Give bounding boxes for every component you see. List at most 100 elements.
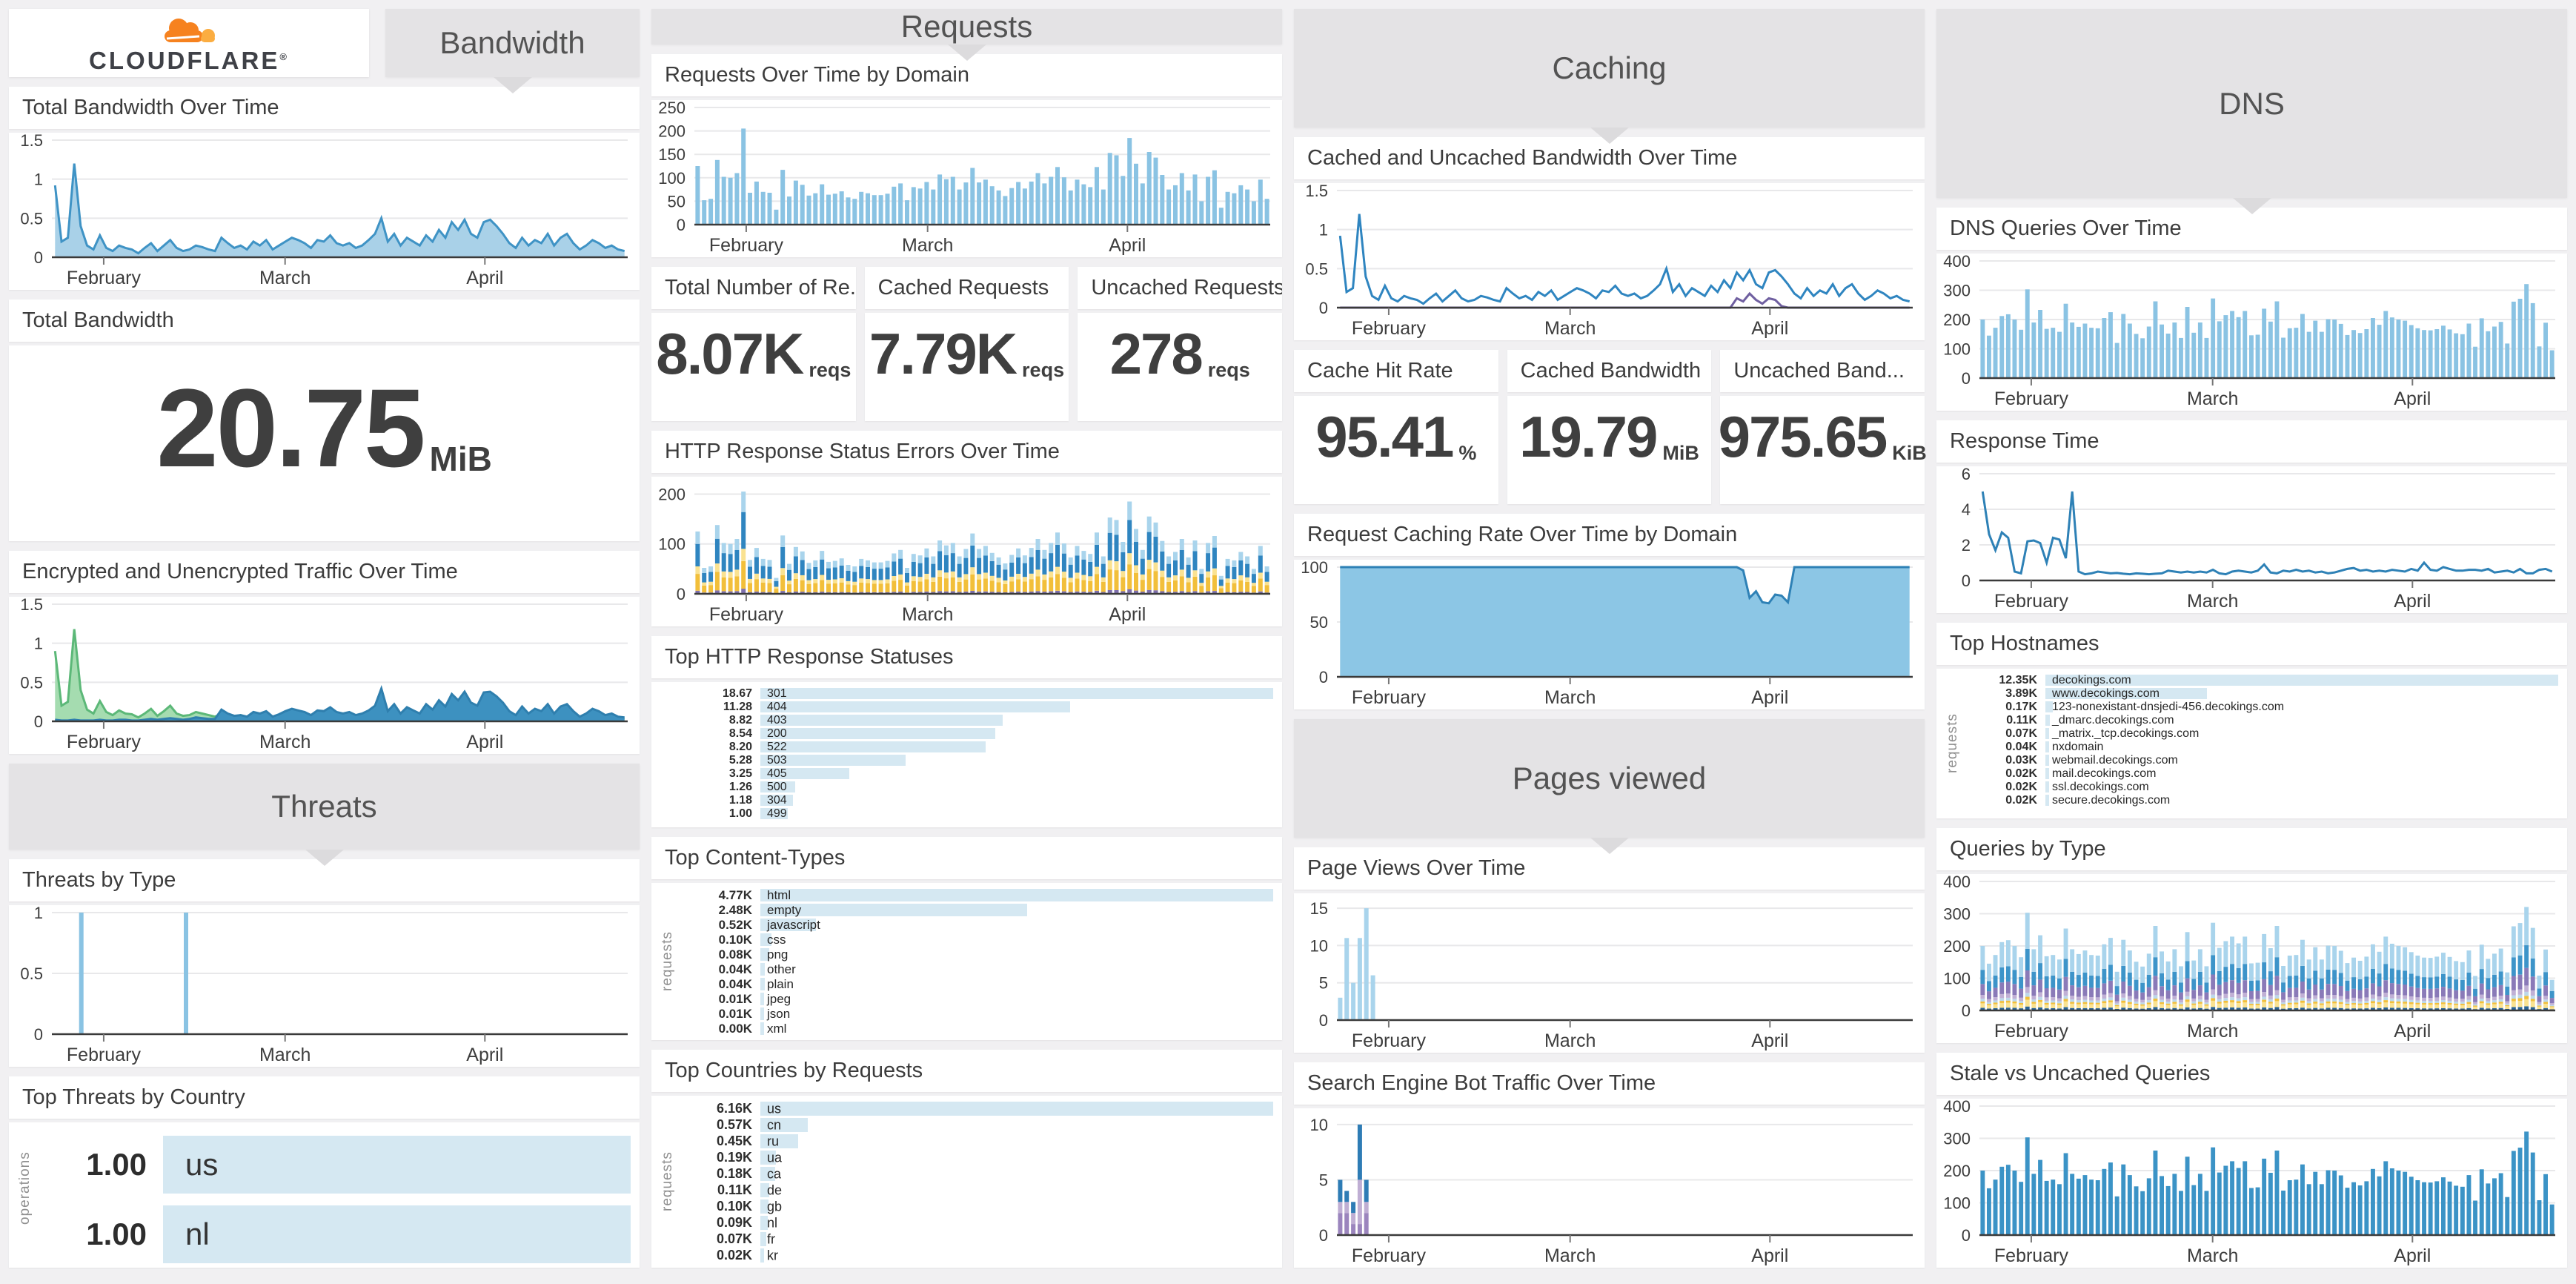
list-item-label: png — [767, 947, 789, 962]
list-item-value: 0.02K — [2005, 767, 2037, 780]
list-item[interactable]: 1.00 us — [36, 1136, 631, 1194]
list-item-label: empty — [767, 902, 802, 917]
queries-by-type-chart[interactable]: 0 100 200 300 400 February March April — [1936, 874, 2567, 1043]
panel-title: Cache Hit Rate — [1294, 350, 1498, 392]
list-item[interactable]: 12.35K decokings.com — [1963, 674, 2558, 686]
y-axis-label: operations — [17, 1151, 33, 1225]
svg-text:15: 15 — [1310, 899, 1328, 918]
svg-text:February: February — [1994, 1021, 2069, 1042]
list-item-value: 0.02K — [2005, 780, 2037, 793]
svg-text:100: 100 — [1943, 1194, 1971, 1213]
list-item[interactable]: 0.07K _matrix._tcp.decokings.com — [1963, 727, 2558, 740]
list-item[interactable]: 3.25 405 — [678, 767, 1273, 780]
svg-text:0: 0 — [1319, 299, 1328, 317]
list-item-value: 0.07K — [2005, 727, 2037, 740]
svg-text:March: March — [259, 268, 311, 288]
top-statuses-list[interactable]: 18.67 301 11.28 404 8.82 403 8.54 200 8.20 522 5.2… — [651, 682, 1282, 825]
list-item[interactable]: 0.02K mail.decokings.com — [1963, 767, 2558, 780]
list-item[interactable]: 0.02K kr — [678, 1248, 1273, 1263]
list-item-value: 0.11K — [2006, 713, 2037, 727]
svg-text:March: March — [2187, 1245, 2238, 1266]
top-hostnames-list[interactable]: 12.35K decokings.com 3.89K www.decokings.co… — [1936, 669, 2567, 812]
list-item[interactable]: 0.02K secure.decokings.com — [1963, 794, 2558, 807]
list-item[interactable]: 5.28 503 — [678, 754, 1273, 767]
requests-over-time-chart[interactable]: 0 50 100 150 200 250 February March April — [651, 100, 1282, 257]
list-item[interactable]: 0.57K cn — [678, 1117, 1273, 1132]
list-item[interactable]: 0.00K xml — [678, 1022, 1273, 1036]
list-item[interactable]: 0.10K gb — [678, 1199, 1273, 1214]
page-views-chart[interactable]: 0 5 10 15 February March April — [1294, 893, 1925, 1053]
list-item[interactable]: 1.00 nl — [36, 1205, 631, 1263]
list-item[interactable]: 0.52K javascript — [678, 918, 1273, 932]
list-item[interactable]: 1.18 304 — [678, 794, 1273, 807]
list-item-label: other — [767, 962, 796, 976]
column-bandwidth: CLOUDFLARE® Bandwidth Total Bandwidth Ov… — [9, 9, 640, 1268]
dns-queries-chart[interactable]: 0 100 200 300 400 February March April — [1936, 254, 2567, 411]
panel-total-bandwidth: Total Bandwidth 20.75 MiB — [9, 300, 640, 541]
top-content-types-list[interactable]: 4.77K html 2.48K empty 0.52K javascript 0.10K c… — [651, 883, 1282, 1040]
list-item[interactable]: 18.67 301 — [678, 687, 1273, 700]
svg-text:April: April — [2394, 1245, 2431, 1266]
list-item[interactable]: 0.09K nl — [678, 1215, 1273, 1230]
list-item[interactable]: 0.17K 123-nonexistant-dnsjedi-456.decokin… — [1963, 701, 2558, 713]
svg-text:April: April — [2394, 591, 2431, 612]
list-item-bar — [760, 688, 1273, 699]
list-item[interactable]: 0.11K _dmarc.decokings.com — [1963, 713, 2558, 727]
search-bot-traffic-chart[interactable]: 0 5 10 February March April — [1294, 1108, 1925, 1268]
list-item[interactable]: 0.04K nxdomain — [1963, 741, 2558, 753]
svg-text:March: March — [902, 235, 953, 256]
total-requests-value: 8.07K reqs — [651, 313, 856, 421]
list-item-bar — [2045, 781, 2049, 792]
svg-text:200: 200 — [1943, 1162, 1971, 1180]
list-item[interactable]: 4.77K html — [678, 888, 1273, 902]
list-item[interactable]: 0.19K ua — [678, 1150, 1273, 1165]
list-item[interactable]: 0.07K fr — [678, 1231, 1273, 1246]
svg-text:400: 400 — [1943, 874, 1971, 891]
svg-text:February: February — [709, 235, 784, 256]
top-countries-list[interactable]: 6.16K us 0.57K cn 0.45K ru 0.19K ua 0.18K ca 0.11K… — [651, 1096, 1282, 1268]
list-item[interactable]: 2.48K empty — [678, 902, 1273, 917]
list-item[interactable]: 0.02K ssl.decokings.com — [1963, 780, 2558, 793]
svg-text:300: 300 — [1943, 1130, 1971, 1148]
list-item-label: fr — [767, 1231, 775, 1246]
list-item-bar — [760, 808, 789, 819]
threats-by-type-chart[interactable]: 0 0.5 1 February March April — [9, 905, 640, 1067]
top-threats-list[interactable]: 1.00 us 1.00 nl — [9, 1122, 640, 1268]
total-bandwidth-over-time-chart[interactable]: 0 0.5 1 1.5 February March April — [9, 133, 640, 290]
list-item[interactable]: 0.01K jpeg — [678, 992, 1273, 1006]
svg-text:1: 1 — [1319, 221, 1328, 239]
list-item[interactable]: 1.26 500 — [678, 781, 1273, 793]
list-item-bar — [760, 978, 765, 990]
response-time-chart[interactable]: 0 2 4 6 February March April — [1936, 466, 2567, 613]
stale-uncached-queries-chart[interactable]: 0 100 200 300 400 February March April — [1936, 1099, 2567, 1268]
svg-text:April: April — [1109, 604, 1146, 625]
svg-text:February: February — [67, 268, 142, 288]
svg-text:March: March — [259, 1045, 311, 1065]
list-item[interactable]: 0.11K de — [678, 1182, 1273, 1197]
list-item[interactable]: 0.04K other — [678, 962, 1273, 976]
list-item[interactable]: 0.04K plain — [678, 977, 1273, 991]
svg-text:April: April — [2394, 388, 2431, 409]
list-item[interactable]: 6.16K us — [678, 1101, 1273, 1116]
list-item-bar — [760, 1183, 770, 1197]
list-item[interactable]: 8.20 522 — [678, 741, 1273, 753]
list-item[interactable]: 11.28 404 — [678, 701, 1273, 713]
list-item[interactable]: 0.45K ru — [678, 1134, 1273, 1148]
list-item[interactable]: 0.03K webmail.decokings.com — [1963, 754, 2558, 767]
http-errors-chart[interactable]: 0 100 200 February March April — [651, 477, 1282, 626]
list-item[interactable]: 0.08K png — [678, 947, 1273, 962]
cached-uncached-bandwidth-chart[interactable]: 0 0.5 1 1.5 February March April — [1294, 183, 1925, 340]
list-item[interactable]: 0.01K json — [678, 1007, 1273, 1021]
list-item-label: cn — [767, 1117, 782, 1132]
list-item[interactable]: 0.10K css — [678, 933, 1273, 947]
list-item[interactable]: 8.82 403 — [678, 714, 1273, 727]
request-caching-rate-chart[interactable]: 0 50 100 February March April — [1294, 560, 1925, 709]
list-item[interactable]: 3.89K www.decokings.com — [1963, 687, 2558, 700]
encrypted-traffic-chart[interactable]: 0 0.5 1 1.5 February March April — [9, 597, 640, 754]
panel-stale-uncached-queries: Stale vs Uncached Queries 0 100 200 300 400 F… — [1936, 1053, 2567, 1268]
list-item[interactable]: 8.54 200 — [678, 727, 1273, 740]
list-item[interactable]: 0.18K ca — [678, 1166, 1273, 1181]
svg-text:March: March — [2187, 591, 2238, 612]
list-item[interactable]: 1.00 499 — [678, 807, 1273, 820]
svg-text:0.5: 0.5 — [20, 673, 43, 692]
